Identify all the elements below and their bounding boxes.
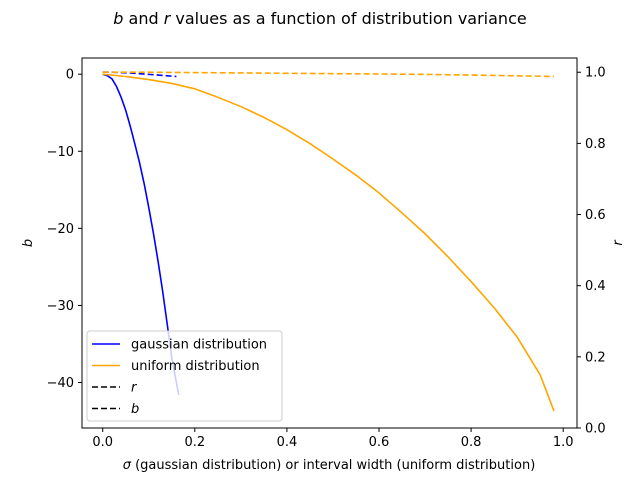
x-tick-label: 0.4 (277, 435, 298, 450)
legend-label: gaussian distribution (131, 338, 267, 353)
left-y-tick-label: −10 (47, 145, 74, 160)
x-tick-label: 0.0 (92, 435, 113, 450)
legend: gaussian distribution uniform distributio… (86, 330, 283, 422)
x-tick-label: 0.8 (461, 435, 482, 450)
right-y-tick-label: 0.8 (585, 137, 606, 152)
series-line-uniform-r (102, 71, 554, 78)
left-y-tick-label: 0 (66, 68, 74, 83)
right-y-tick-label: 0.0 (585, 422, 606, 437)
series-line-uniform-distribution (102, 73, 555, 412)
right-y-tick-label: 0.2 (585, 350, 606, 365)
legend-box (86, 330, 283, 422)
right-y-axis-label: r (611, 239, 626, 246)
series-layer (102, 71, 555, 412)
x-axis-ticks: 0.0 0.2 0.4 0.6 0.8 1.0 (92, 428, 574, 450)
x-tick-label: 1.0 (553, 435, 574, 450)
right-y-tick-label: 0.6 (585, 208, 606, 223)
series-line-gaussian-distribution (102, 73, 180, 395)
legend-label: uniform distribution (131, 359, 260, 374)
left-y-axis-label: b (21, 239, 36, 247)
left-y-axis-ticks: 0 −10 −20 −30 −40 (47, 68, 82, 391)
left-y-tick-label: −40 (47, 376, 74, 391)
right-y-tick-label: 1.0 (585, 66, 606, 81)
axes-frame (81, 57, 578, 429)
plot-area (81, 57, 578, 429)
x-axis-label: σ (gaussian distribution) or interval wi… (123, 458, 536, 473)
left-y-tick-label: −20 (47, 222, 74, 237)
legend-label: b (131, 402, 139, 417)
chart-title: b and r values as a function of distribu… (113, 9, 526, 28)
left-y-tick-label: −30 (47, 299, 74, 314)
right-y-axis-ticks: 0.0 0.2 0.4 0.6 0.8 1.0 (577, 66, 606, 437)
x-tick-label: 0.6 (369, 435, 390, 450)
x-tick-label: 0.2 (184, 435, 205, 450)
right-y-tick-label: 0.4 (585, 279, 606, 294)
legend-label: r (131, 381, 138, 396)
